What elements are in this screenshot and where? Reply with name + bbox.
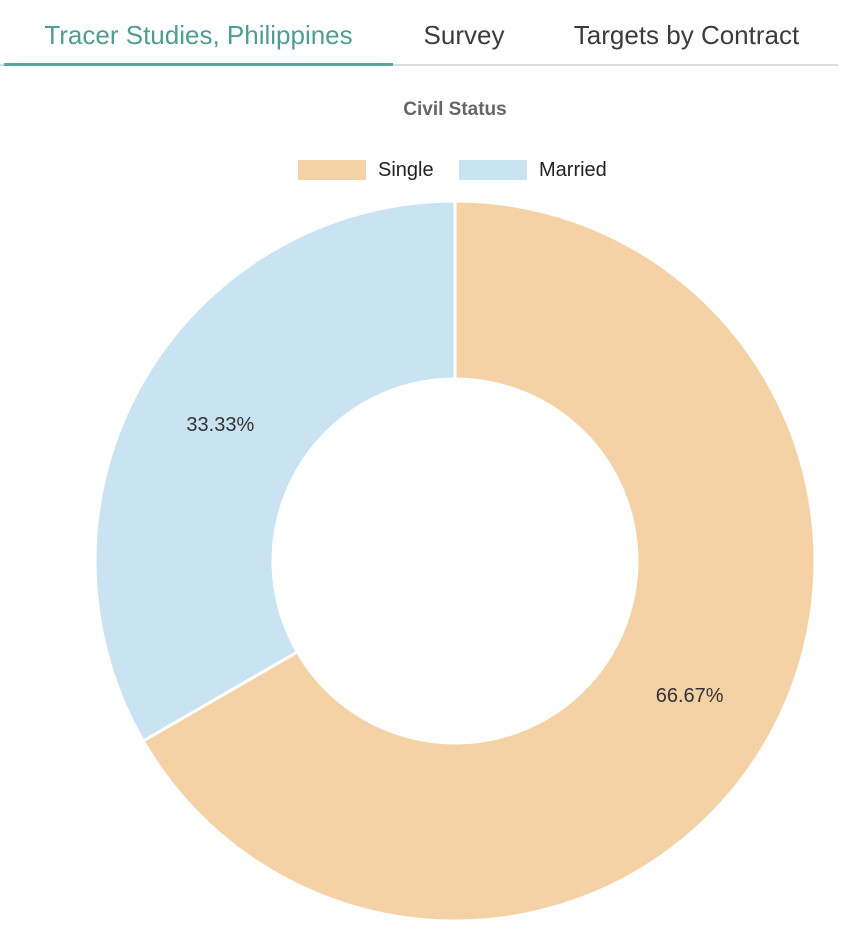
chart-container: 66.67% 33.33% Civil Status Single Married	[0, 66, 850, 930]
slice-label-single: 66.67%	[656, 685, 724, 707]
legend-item-single[interactable]: Single	[298, 158, 434, 182]
tab-bar: Tracer Studies, Philippines Survey Targe…	[0, 0, 838, 66]
chart-legend: Single Married	[0, 158, 850, 182]
tab-targets-by-contract[interactable]: Targets by Contract	[573, 20, 800, 50]
chart-title: Civil Status	[403, 99, 507, 120]
slice-label-married: 33.33%	[186, 414, 254, 436]
slice-married[interactable]	[93, 199, 457, 743]
tab-tracer-studies-philippines[interactable]: Tracer Studies, Philippines	[4, 0, 393, 66]
legend-label-married: Married	[539, 158, 607, 181]
donut-chart: 66.67% 33.33%	[93, 199, 817, 923]
tab-survey[interactable]: Survey	[423, 20, 505, 50]
legend-item-married[interactable]: Married	[459, 158, 607, 182]
legend-label-single: Single	[378, 158, 434, 181]
slice-single[interactable]	[141, 199, 817, 923]
legend-swatch-single	[298, 160, 366, 180]
legend-swatch-married	[459, 160, 527, 180]
